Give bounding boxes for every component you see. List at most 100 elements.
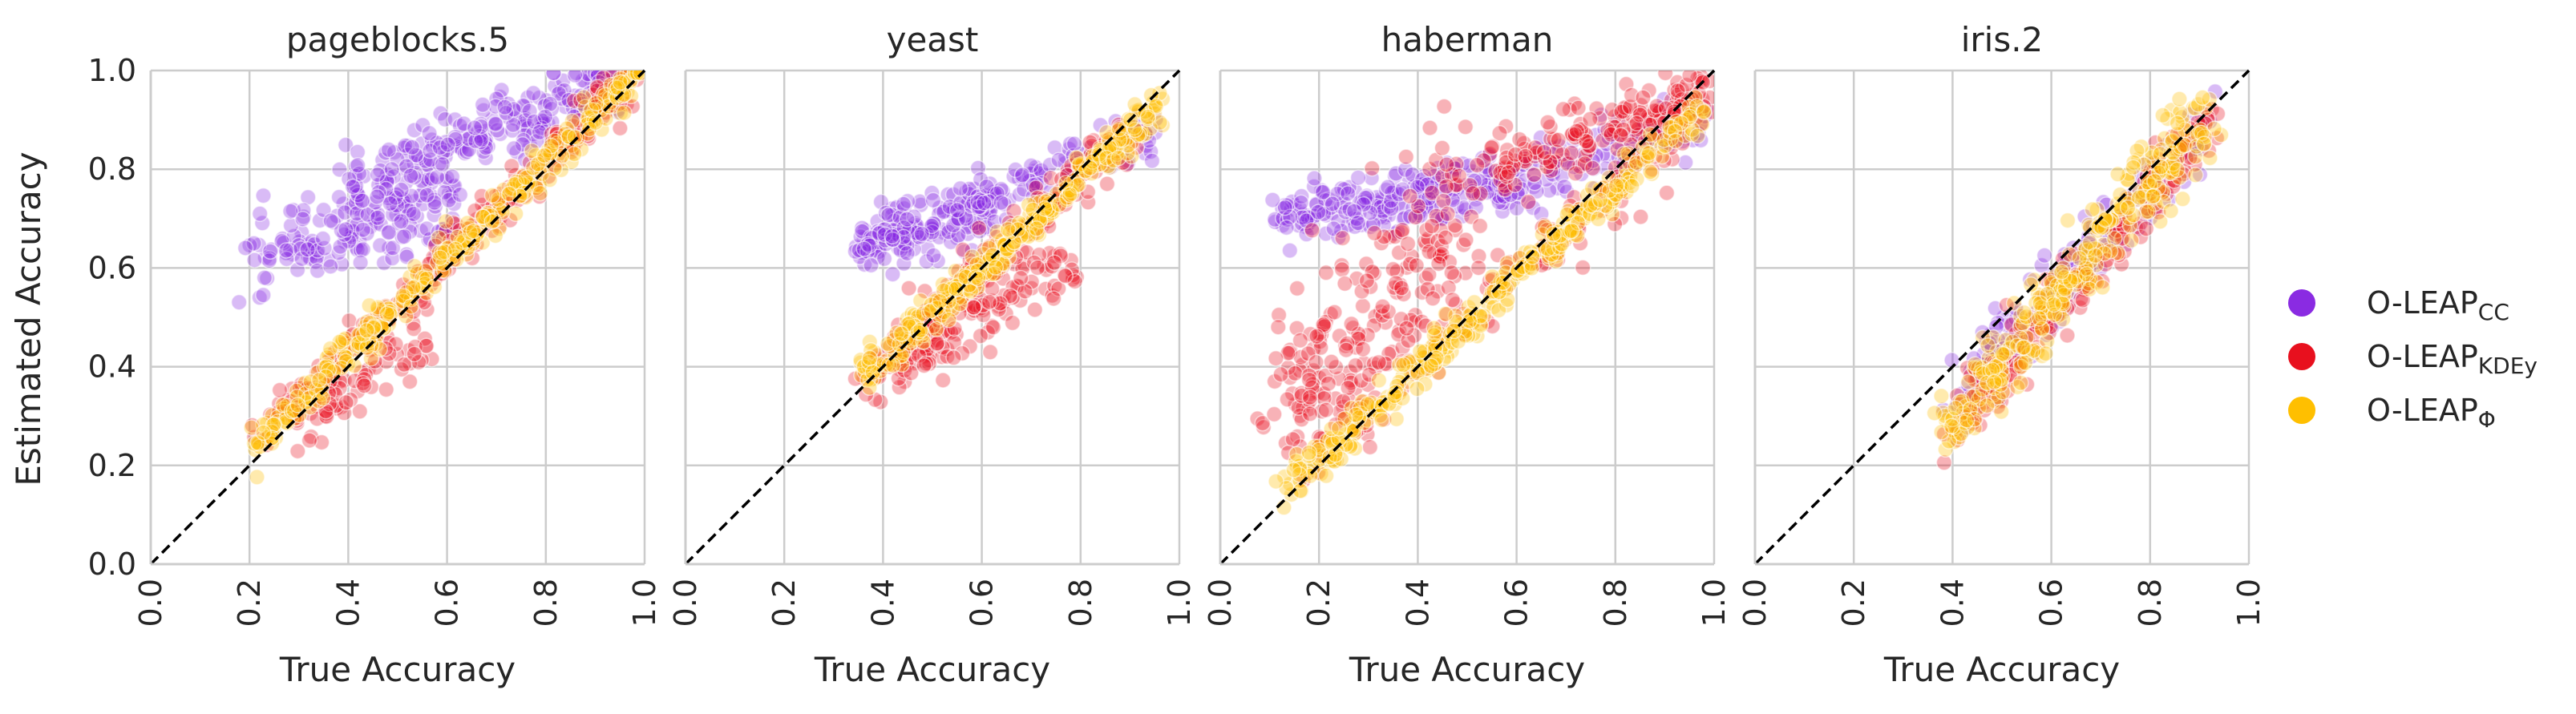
scatter-point (939, 348, 956, 365)
scatter-point (525, 85, 542, 102)
scatter-point (380, 224, 397, 241)
scatter-point (371, 237, 389, 254)
scatter-point (338, 394, 354, 411)
x-tick-label: 0.4 (865, 579, 900, 627)
scatter-point (405, 205, 423, 223)
scatter-point (924, 192, 942, 209)
scatter-point (896, 255, 912, 272)
scatter-point (948, 202, 966, 219)
scatter-point (2144, 188, 2161, 205)
scatter-point (855, 240, 872, 257)
panel-3: iris.2 0.0 0.2 0.4 0.6 0.8 1.0 True Accuracy (1737, 20, 2267, 689)
scatter-point (965, 299, 982, 316)
scatter-point (925, 247, 942, 264)
scatter-point (900, 280, 917, 296)
scatter-point (1409, 380, 1425, 397)
scatter-point (1366, 224, 1383, 242)
scatter-point (1285, 462, 1302, 478)
scatter-point (475, 102, 492, 119)
scatter-point (256, 269, 273, 286)
scatter-point (1395, 357, 1412, 373)
scatter-point (1349, 214, 1367, 232)
scatter-point (255, 424, 272, 442)
scatter-point (318, 408, 335, 426)
scatter-point (1669, 82, 1686, 99)
scatter-point (251, 205, 269, 222)
scatter-point (336, 204, 354, 221)
scatter-point (1287, 365, 1304, 382)
scatter-point (2078, 266, 2095, 283)
scatter-point (588, 95, 605, 112)
scatter-point (944, 216, 962, 234)
scatter-point (1308, 353, 1324, 371)
scatter-point (1370, 372, 1388, 389)
y-tick-label: 0.0 (88, 547, 136, 582)
scatter-point (2031, 310, 2048, 327)
scatter-point (1354, 341, 1372, 357)
scatter-point (2012, 374, 2029, 391)
scatter-point (421, 125, 438, 142)
scatter-point (1399, 235, 1417, 252)
scatter-point (2071, 250, 2088, 267)
scatter-point (861, 349, 879, 367)
scatter-point (504, 116, 522, 133)
scatter-point (2084, 201, 2101, 218)
scatter-point (1304, 222, 1320, 239)
scatter-point (439, 136, 456, 153)
scatter-point (380, 141, 398, 159)
x-tick-label: 1.0 (627, 579, 662, 627)
scatter-point (1358, 272, 1376, 289)
scatter-point (987, 259, 1005, 276)
x-tick-label: 0.2 (1836, 579, 1871, 627)
scatter-point (2169, 115, 2186, 131)
scatter-point (1288, 280, 1306, 297)
scatter-point (2162, 202, 2179, 220)
x-tick-label: 0.8 (2133, 579, 2168, 627)
scatter-point (369, 188, 386, 205)
scatter-point (2087, 247, 2104, 264)
scatter-point (1276, 199, 1294, 216)
scatter-point (2109, 166, 2126, 183)
scatter-point (912, 193, 928, 210)
scatter-point (1550, 131, 1567, 149)
scatter-point (1068, 149, 1085, 167)
scatter-point (1437, 305, 1454, 322)
scatter-point (1401, 188, 1418, 205)
scatter-point (467, 132, 484, 150)
scatter-point (243, 419, 260, 436)
scatter-point (1354, 297, 1372, 315)
scatter-point (349, 143, 366, 161)
scatter-point (1517, 147, 1534, 165)
scatter-point (449, 228, 466, 246)
scatter-point (2169, 161, 2186, 179)
scatter-point (361, 296, 378, 314)
scatter-point (985, 265, 1003, 283)
scatter-point (899, 244, 916, 262)
scatter-point (423, 170, 440, 188)
scatter-point (1568, 123, 1586, 139)
x-tick-label: 0.6 (2034, 579, 2069, 627)
scatter-point (1359, 396, 1376, 413)
scatter-point (2125, 159, 2141, 176)
scatter-point (981, 344, 999, 361)
scatter-point (289, 442, 306, 460)
scatter-point (1025, 176, 1041, 194)
scatter-point (1658, 184, 1676, 201)
scatter-point (1511, 131, 1528, 148)
scatter-point (249, 434, 266, 451)
scatter-point (1656, 71, 1674, 82)
scatter-point (349, 157, 366, 174)
scatter-point (1337, 341, 1355, 358)
scatter-point (1301, 405, 1319, 422)
scatter-point (1349, 169, 1367, 186)
scatter-point (1980, 337, 1996, 354)
scatter-point (1469, 156, 1486, 174)
scatter-point (880, 335, 896, 353)
x-tick-label: 1.0 (1696, 579, 1732, 627)
x-tick-label: 0.2 (232, 579, 267, 627)
scatter-point (531, 123, 548, 141)
scatter-point (2016, 354, 2034, 371)
scatter-point (1347, 357, 1365, 374)
scatter-point (587, 114, 604, 131)
scatter-point (1635, 89, 1652, 106)
